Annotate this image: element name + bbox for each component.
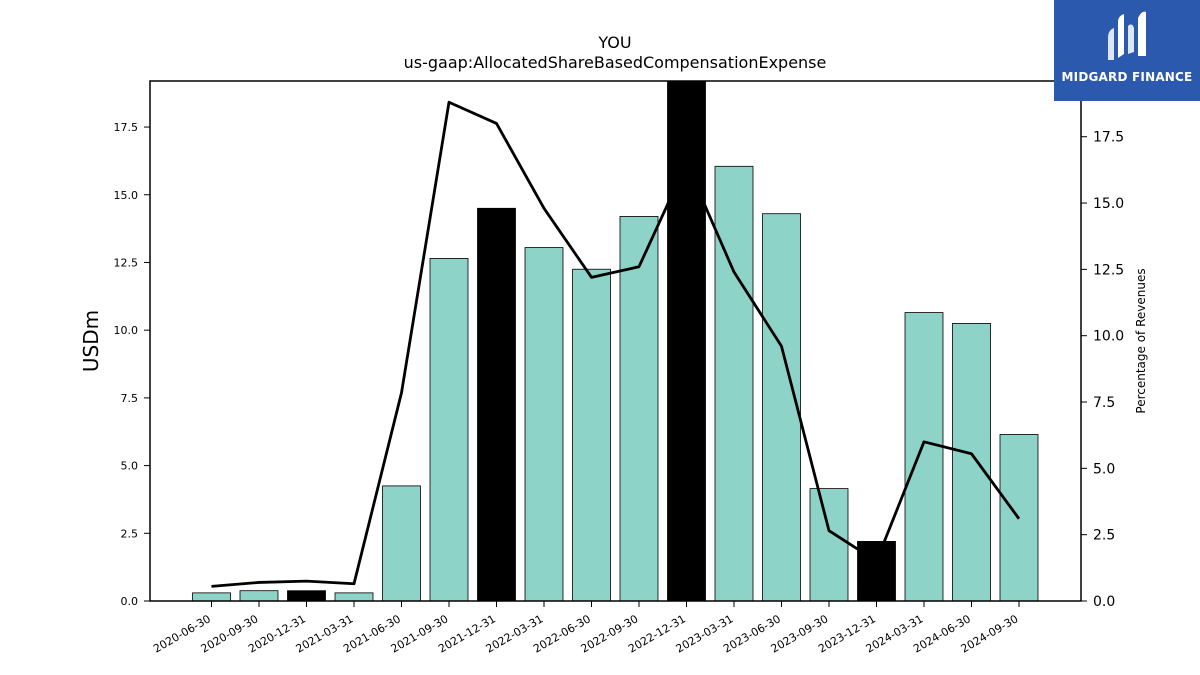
line-series (211, 100, 1021, 588)
logo-text: MIDGARD FINANCE (1061, 70, 1193, 84)
bar (667, 80, 706, 602)
bar (524, 247, 564, 602)
y2-tick-label: 0.0 (1093, 594, 1115, 610)
chart-title: YOU (597, 33, 631, 52)
y-tick-label: 2.5 (121, 527, 139, 540)
y-tick-label: 10.0 (114, 324, 139, 337)
bar (334, 592, 374, 602)
y2-tick-label: 7.5 (1093, 395, 1115, 411)
y-tick-label: 0.0 (121, 595, 139, 608)
bar (619, 216, 659, 602)
bar (382, 485, 421, 602)
bar (429, 257, 469, 602)
y2-tick-label: 10.0 (1093, 329, 1124, 345)
y-tick-label: 15.0 (114, 189, 139, 202)
y-axis-label: USDm (79, 310, 103, 372)
bar (952, 322, 991, 602)
y2-tick-label: 2.5 (1093, 528, 1115, 544)
bar-series (192, 80, 1039, 602)
y-tick-label: 5.0 (121, 460, 139, 473)
y-axis-left: 0.0 2.5 5.0 7.5 10.0 12.5 15.0 17.5 (114, 121, 150, 608)
bar (477, 207, 516, 602)
x-axis: 2020-06-302020-09-302020-12-312021-03-31… (151, 601, 1021, 656)
bar (239, 590, 279, 602)
percentage-line (211, 100, 1021, 588)
bar (904, 312, 944, 602)
bar (857, 541, 896, 602)
bar (714, 165, 754, 602)
plot-frame (149, 80, 1082, 602)
bar (572, 268, 611, 602)
y2-tick-label: 12.5 (1093, 262, 1124, 278)
y2-axis-label: Percentage of Revenues (1134, 268, 1148, 413)
y-tick-label: 7.5 (121, 392, 139, 405)
y2-tick-label: 15.0 (1093, 196, 1124, 212)
y-tick-label: 12.5 (114, 256, 139, 269)
brand-logo: MIDGARD FINANCE (1054, 0, 1200, 101)
bar (762, 213, 801, 602)
y2-tick-label: 5.0 (1093, 461, 1115, 477)
y-axis-right: 0.0 2.5 5.0 7.5 10.0 12.5 15.0 17.5 (1081, 130, 1124, 610)
y2-tick-label: 17.5 (1093, 130, 1124, 146)
y-tick-label: 17.5 (114, 121, 139, 134)
midgard-logo-icon (1108, 11, 1146, 60)
bar (809, 488, 849, 602)
bar (287, 590, 326, 602)
bar (192, 592, 231, 602)
chart-subtitle: us-gaap:AllocatedShareBasedCompensationE… (404, 53, 827, 72)
